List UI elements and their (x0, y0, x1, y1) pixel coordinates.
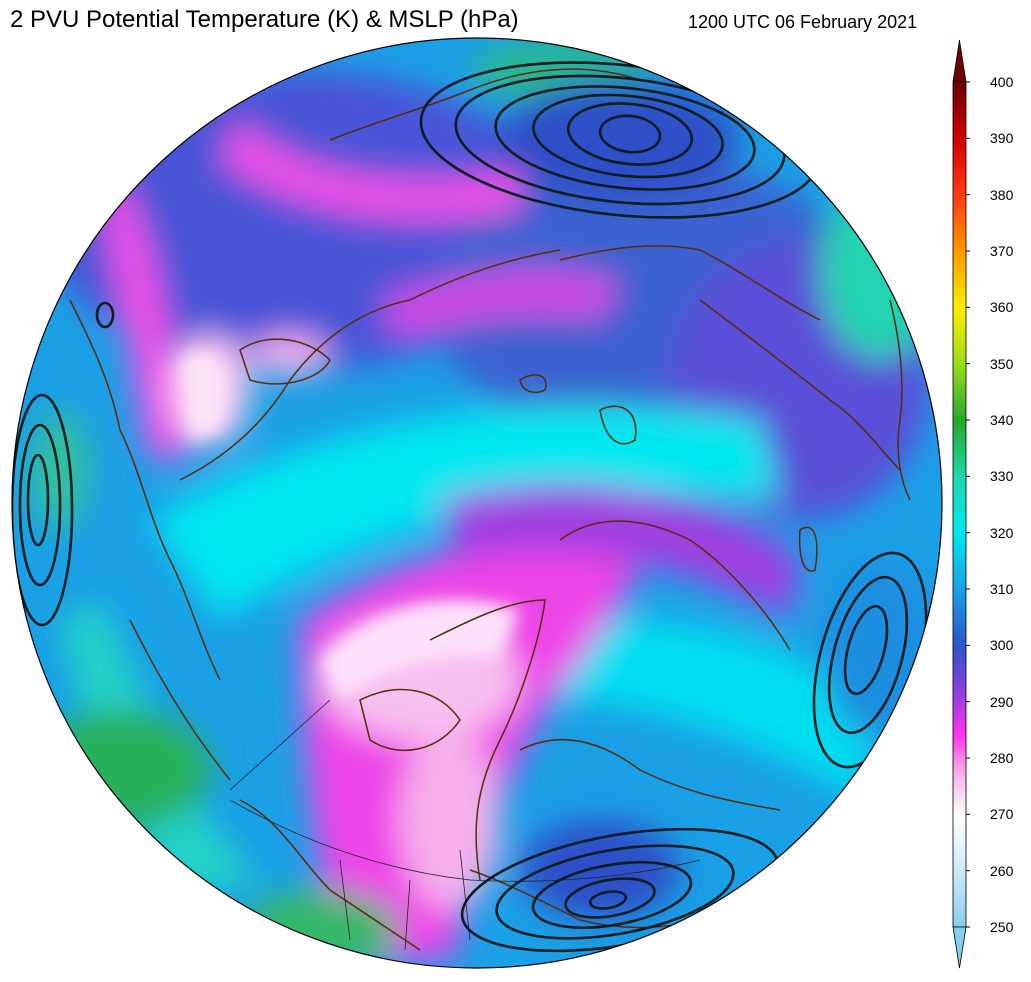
colorbar-bar (952, 81, 967, 928)
colorbar-tick-label: 330 (990, 468, 1014, 485)
colorbar-tick-label: 260 (990, 862, 1014, 879)
political-borders (229, 699, 701, 951)
colorbar-tick-label: 300 (990, 637, 1014, 654)
colorbar-tick-label: 380 (990, 186, 1014, 203)
theta-field (12, 38, 942, 968)
colorbar-tick-label: 340 (990, 412, 1014, 428)
colorbar-tick-label: 370 (990, 243, 1014, 259)
colorbar-tick-label: 350 (990, 355, 1014, 372)
colorbar-tick-label: 290 (990, 693, 1014, 710)
colorbar-tick-label: 250 (990, 919, 1014, 935)
colorbar-ticks (966, 81, 970, 928)
map-boundary (11, 37, 943, 969)
colorbar-tick-label: 280 (990, 750, 1014, 766)
coastlines (69, 68, 911, 951)
colorbar-extend-min (952, 926, 967, 969)
colorbar-tick-label: 390 (990, 130, 1014, 147)
colorbar-tick-label: 320 (990, 524, 1014, 541)
colorbar-tick-label: 310 (990, 581, 1014, 597)
map-title: 2 PVU Potential Temperature (K) & MSLP (… (10, 6, 519, 33)
valid-time: 1200 UTC 06 February 2021 (688, 12, 918, 32)
colorbar-tick-label: 270 (990, 806, 1014, 823)
colorbar (952, 39, 970, 969)
colorbar-extend-max (952, 39, 967, 83)
colorbar-tick-label: 400 (990, 74, 1014, 90)
colorbar-tick-label: 360 (990, 299, 1014, 316)
